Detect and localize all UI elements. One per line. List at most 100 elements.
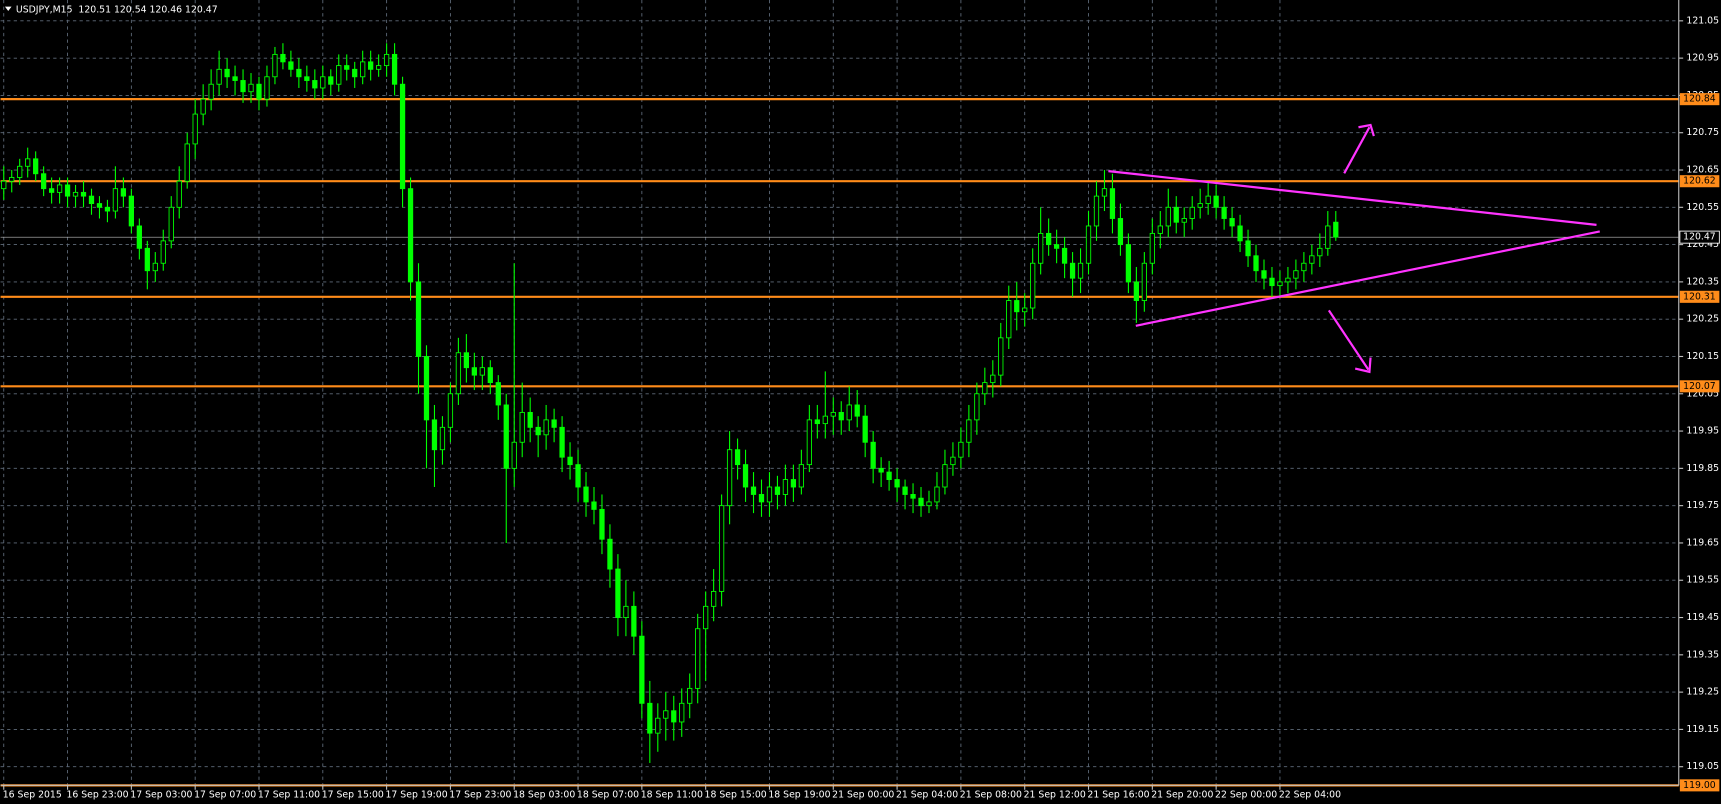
y-tick-label: 119.75	[1686, 500, 1719, 511]
x-tick-label: 17 Sep 03:00	[130, 790, 192, 801]
candle-body	[120, 188, 127, 197]
x-tick-label: 17 Sep 11:00	[258, 790, 320, 801]
candle-body	[240, 80, 246, 93]
candle-body	[998, 337, 1004, 376]
candle-body	[455, 352, 462, 395]
y-tick-label: 119.65	[1686, 537, 1719, 548]
candle-body	[224, 68, 230, 78]
candle-body	[1133, 281, 1140, 301]
candle-body	[774, 486, 781, 495]
x-tick-label: 17 Sep 19:00	[386, 790, 448, 801]
candle-body	[551, 419, 557, 428]
candle-body	[655, 717, 661, 734]
candle-body	[966, 419, 972, 443]
x-tick-label: 17 Sep 23:00	[449, 790, 511, 801]
candle-body	[535, 426, 541, 436]
candle-body	[96, 203, 103, 208]
candle-body	[1317, 247, 1323, 257]
level-label-box	[1679, 380, 1720, 393]
candle-body	[790, 479, 797, 488]
candle-body	[328, 76, 334, 85]
y-tick-label: 119.35	[1686, 649, 1719, 660]
candle-body	[846, 404, 852, 421]
candle-body	[304, 76, 310, 81]
candle-body	[176, 180, 182, 208]
candle-body	[591, 501, 597, 510]
y-tick-label: 121.05	[1686, 15, 1719, 26]
candle-body	[1093, 195, 1100, 227]
candle-body	[312, 80, 318, 89]
candle-body	[822, 415, 828, 425]
triangle-lower	[1135, 230, 1601, 327]
candle-body	[1085, 225, 1092, 264]
candle-body	[1301, 262, 1307, 272]
x-tick-label: 17 Sep 15:00	[322, 790, 384, 801]
candle-body	[431, 419, 438, 451]
y-tick-label: 120.25	[1686, 314, 1719, 325]
candle-body	[368, 61, 374, 70]
candle-body	[758, 494, 765, 503]
candle-body	[104, 206, 111, 212]
candle-body	[80, 191, 87, 197]
candle-body	[479, 367, 485, 376]
candles	[1, 43, 1339, 763]
x-tick-label: 21 Sep 08:00	[960, 790, 1022, 801]
candle-body	[1309, 255, 1315, 264]
candle-body	[376, 65, 382, 70]
candle-body	[623, 605, 629, 618]
candle-body	[806, 419, 812, 466]
x-tick-label: 21 Sep 04:00	[896, 790, 958, 801]
candle-body	[559, 426, 565, 458]
y-tick-label: 120.05	[1686, 388, 1719, 399]
candle-body	[974, 393, 980, 421]
candle-body	[407, 188, 414, 283]
candle-body	[168, 206, 174, 242]
x-tick-label: 21 Sep 16:00	[1087, 790, 1149, 801]
candle-body	[703, 605, 709, 630]
candle-body	[1141, 262, 1147, 301]
candle-body	[519, 411, 525, 443]
candle-body	[782, 479, 789, 495]
candle-body	[854, 404, 860, 417]
candle-body	[599, 508, 605, 540]
candle-body	[639, 635, 645, 704]
candle-body	[575, 464, 581, 488]
candle-body	[72, 191, 79, 197]
candle-body	[487, 367, 493, 384]
candle-body	[902, 486, 908, 495]
y-tick-label: 120.95	[1686, 53, 1719, 64]
x-tick-label: 18 Sep 03:00	[513, 790, 575, 801]
candle-body	[766, 486, 773, 503]
x-tick-label: 18 Sep 15:00	[705, 790, 767, 801]
candle-body	[990, 374, 996, 384]
candle-body	[272, 53, 278, 78]
candle-body	[112, 188, 119, 212]
candle-body	[1325, 225, 1331, 249]
candle-body	[687, 687, 693, 704]
y-tick-label: 120.35	[1686, 276, 1719, 287]
candle-body	[982, 382, 988, 395]
candle-body	[216, 68, 222, 85]
annotations	[1108, 123, 1601, 374]
x-tick-label: 18 Sep 11:00	[641, 790, 703, 801]
arrow-down-head	[1354, 357, 1372, 374]
candle-body	[1061, 247, 1068, 264]
candle-body	[33, 158, 39, 175]
candle-body	[1333, 221, 1339, 238]
candle-body	[567, 456, 573, 466]
candle-body	[1173, 206, 1179, 223]
y-tick-label: 119.55	[1686, 575, 1719, 586]
y-tick-label: 119.95	[1686, 426, 1719, 437]
candle-body	[607, 538, 613, 570]
arrow-up	[1343, 126, 1371, 174]
candle-body	[615, 568, 621, 618]
triangle-upper	[1108, 170, 1597, 226]
candle-body	[9, 177, 15, 182]
x-tick-label: 17 Sep 07:00	[194, 790, 256, 801]
candle-body	[1229, 218, 1235, 227]
candle-body	[1197, 203, 1203, 208]
candle-body	[1053, 244, 1060, 249]
candle-body	[144, 247, 150, 272]
